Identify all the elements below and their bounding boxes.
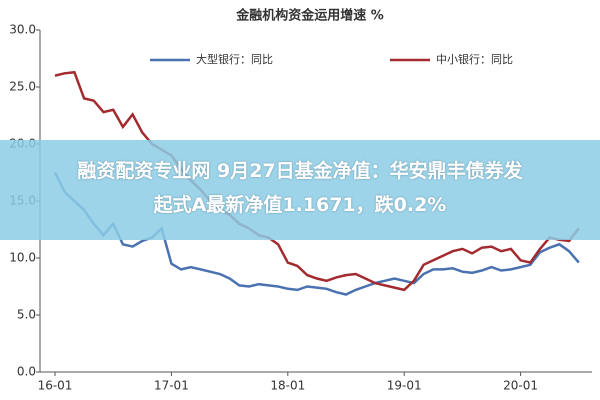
y-tick-label: 0.0 (17, 365, 36, 379)
legend-label: 中小银行：同比 (436, 52, 513, 66)
y-tick-label: 5.0 (17, 308, 36, 322)
series-line (53, 171, 580, 296)
chart-title: 金融机构资金运用增速 % (235, 8, 384, 24)
legend-label: 大型银行：同比 (196, 52, 273, 66)
banner-line: 起式A最新净值1.1671，跌0.2% (153, 194, 447, 216)
x-tick-label: 18-01 (270, 379, 305, 393)
x-tick-label: 19-01 (387, 379, 422, 393)
banner-line: 融资配资专业网 9月27日基金净值：华安鼎丰债券发 (77, 160, 523, 182)
y-tick-label: 30.0 (9, 23, 36, 37)
series-line (54, 70, 580, 292)
x-tick-label: 17-01 (154, 379, 189, 393)
banner: 融资配资专业网 9月27日基金净值：华安鼎丰债券发 起式A最新净值1.1671，… (0, 140, 600, 240)
y-tick-label: 10.0 (9, 251, 36, 265)
x-tick-label: 16-01 (38, 379, 73, 393)
x-tick-label: 20-01 (503, 379, 538, 393)
y-tick-label: 25.0 (9, 80, 36, 94)
